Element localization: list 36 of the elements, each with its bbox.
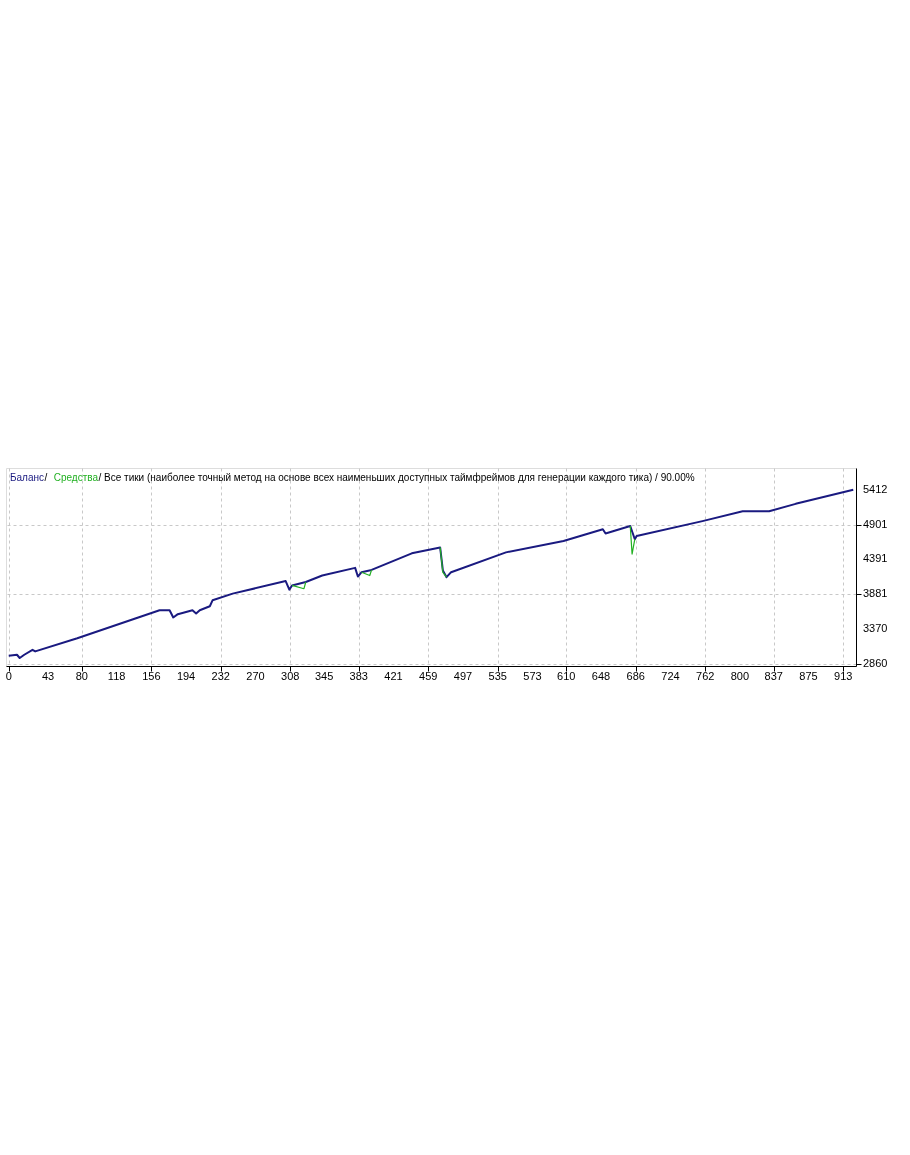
x-tick-label: 0 bbox=[5, 670, 12, 682]
x-tick-label: 232 bbox=[211, 670, 230, 682]
x-tick-label: 383 bbox=[349, 670, 368, 682]
x-tick-label: 837 bbox=[764, 670, 783, 682]
x-tick-label: 43 bbox=[41, 670, 55, 682]
y-tick-label: 4391 bbox=[863, 552, 888, 565]
x-tick-label: 875 bbox=[799, 670, 818, 682]
text: Баланс bbox=[10, 472, 45, 483]
x-tick-label: 800 bbox=[730, 670, 750, 682]
text: Средства bbox=[53, 472, 99, 483]
x-tick-label: 308 bbox=[281, 670, 300, 682]
x-tick-label: 497 bbox=[453, 670, 473, 682]
x-tick-label: 80 bbox=[75, 670, 88, 682]
x-tick-label: 610 bbox=[557, 670, 576, 682]
y-tick-label: 2860 bbox=[863, 656, 888, 669]
x-tick-label: 194 bbox=[176, 670, 196, 682]
x-tick-label: 270 bbox=[246, 670, 265, 682]
annotation: / Все тики (наиболее точный метод на основе всех наименьших доступных таймфреймов для генерации каждого тика) / 90.00% bbox=[98, 472, 695, 483]
y-tick-label: 3370 bbox=[863, 622, 888, 635]
x-tick-label: 573 bbox=[523, 670, 542, 682]
x-tick-label: 913 bbox=[834, 670, 853, 682]
x-tick-label: 648 bbox=[591, 670, 611, 682]
x-tick-label: 762 bbox=[696, 670, 715, 682]
x-tick-label: 421 bbox=[384, 670, 403, 682]
x-tick-label: 724 bbox=[661, 670, 680, 682]
annotation: / bbox=[44, 472, 48, 483]
x-tick-label: 459 bbox=[419, 670, 438, 682]
y-tick-label: 3881 bbox=[863, 587, 888, 600]
x-tick-label: 686 bbox=[626, 670, 645, 682]
line-series bbox=[7, 488, 855, 660]
x-tick-label: 345 bbox=[314, 670, 334, 682]
y-tick-label: 4901 bbox=[863, 517, 888, 530]
x-tick-label: 118 bbox=[107, 670, 126, 682]
x-tick-label: 535 bbox=[488, 670, 507, 682]
y-tick-label: 5412 bbox=[863, 482, 888, 495]
x-tick-label: 156 bbox=[142, 670, 161, 682]
